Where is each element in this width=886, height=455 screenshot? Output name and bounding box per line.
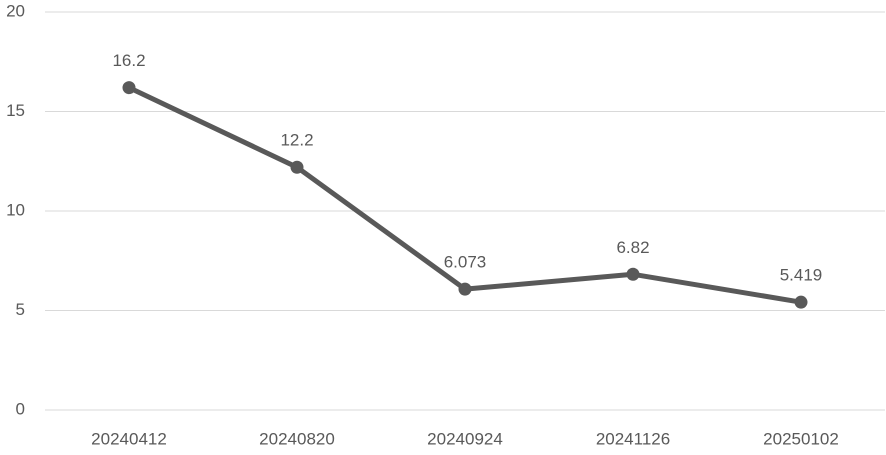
data-point bbox=[122, 81, 136, 95]
y-tick-label: 0 bbox=[16, 399, 25, 418]
data-label: 16.2 bbox=[112, 51, 145, 70]
x-tick-label: 20250102 bbox=[763, 429, 839, 448]
y-tick-label: 15 bbox=[6, 101, 25, 120]
x-tick-label: 20241126 bbox=[596, 429, 670, 448]
data-label: 6.82 bbox=[616, 238, 649, 257]
x-tick-label: 20240820 bbox=[259, 429, 335, 448]
data-label: 12.2 bbox=[280, 131, 313, 150]
data-point bbox=[626, 267, 640, 281]
y-tick-label: 5 bbox=[16, 300, 25, 319]
data-label: 6.073 bbox=[444, 253, 487, 272]
data-point bbox=[290, 160, 304, 174]
data-point bbox=[458, 282, 472, 296]
x-tick-label: 20240924 bbox=[427, 429, 503, 448]
data-point bbox=[794, 295, 808, 309]
y-tick-label: 20 bbox=[6, 1, 25, 20]
y-tick-label: 10 bbox=[6, 200, 25, 219]
data-label: 5.419 bbox=[780, 266, 823, 285]
x-tick-label: 20240412 bbox=[91, 429, 167, 448]
